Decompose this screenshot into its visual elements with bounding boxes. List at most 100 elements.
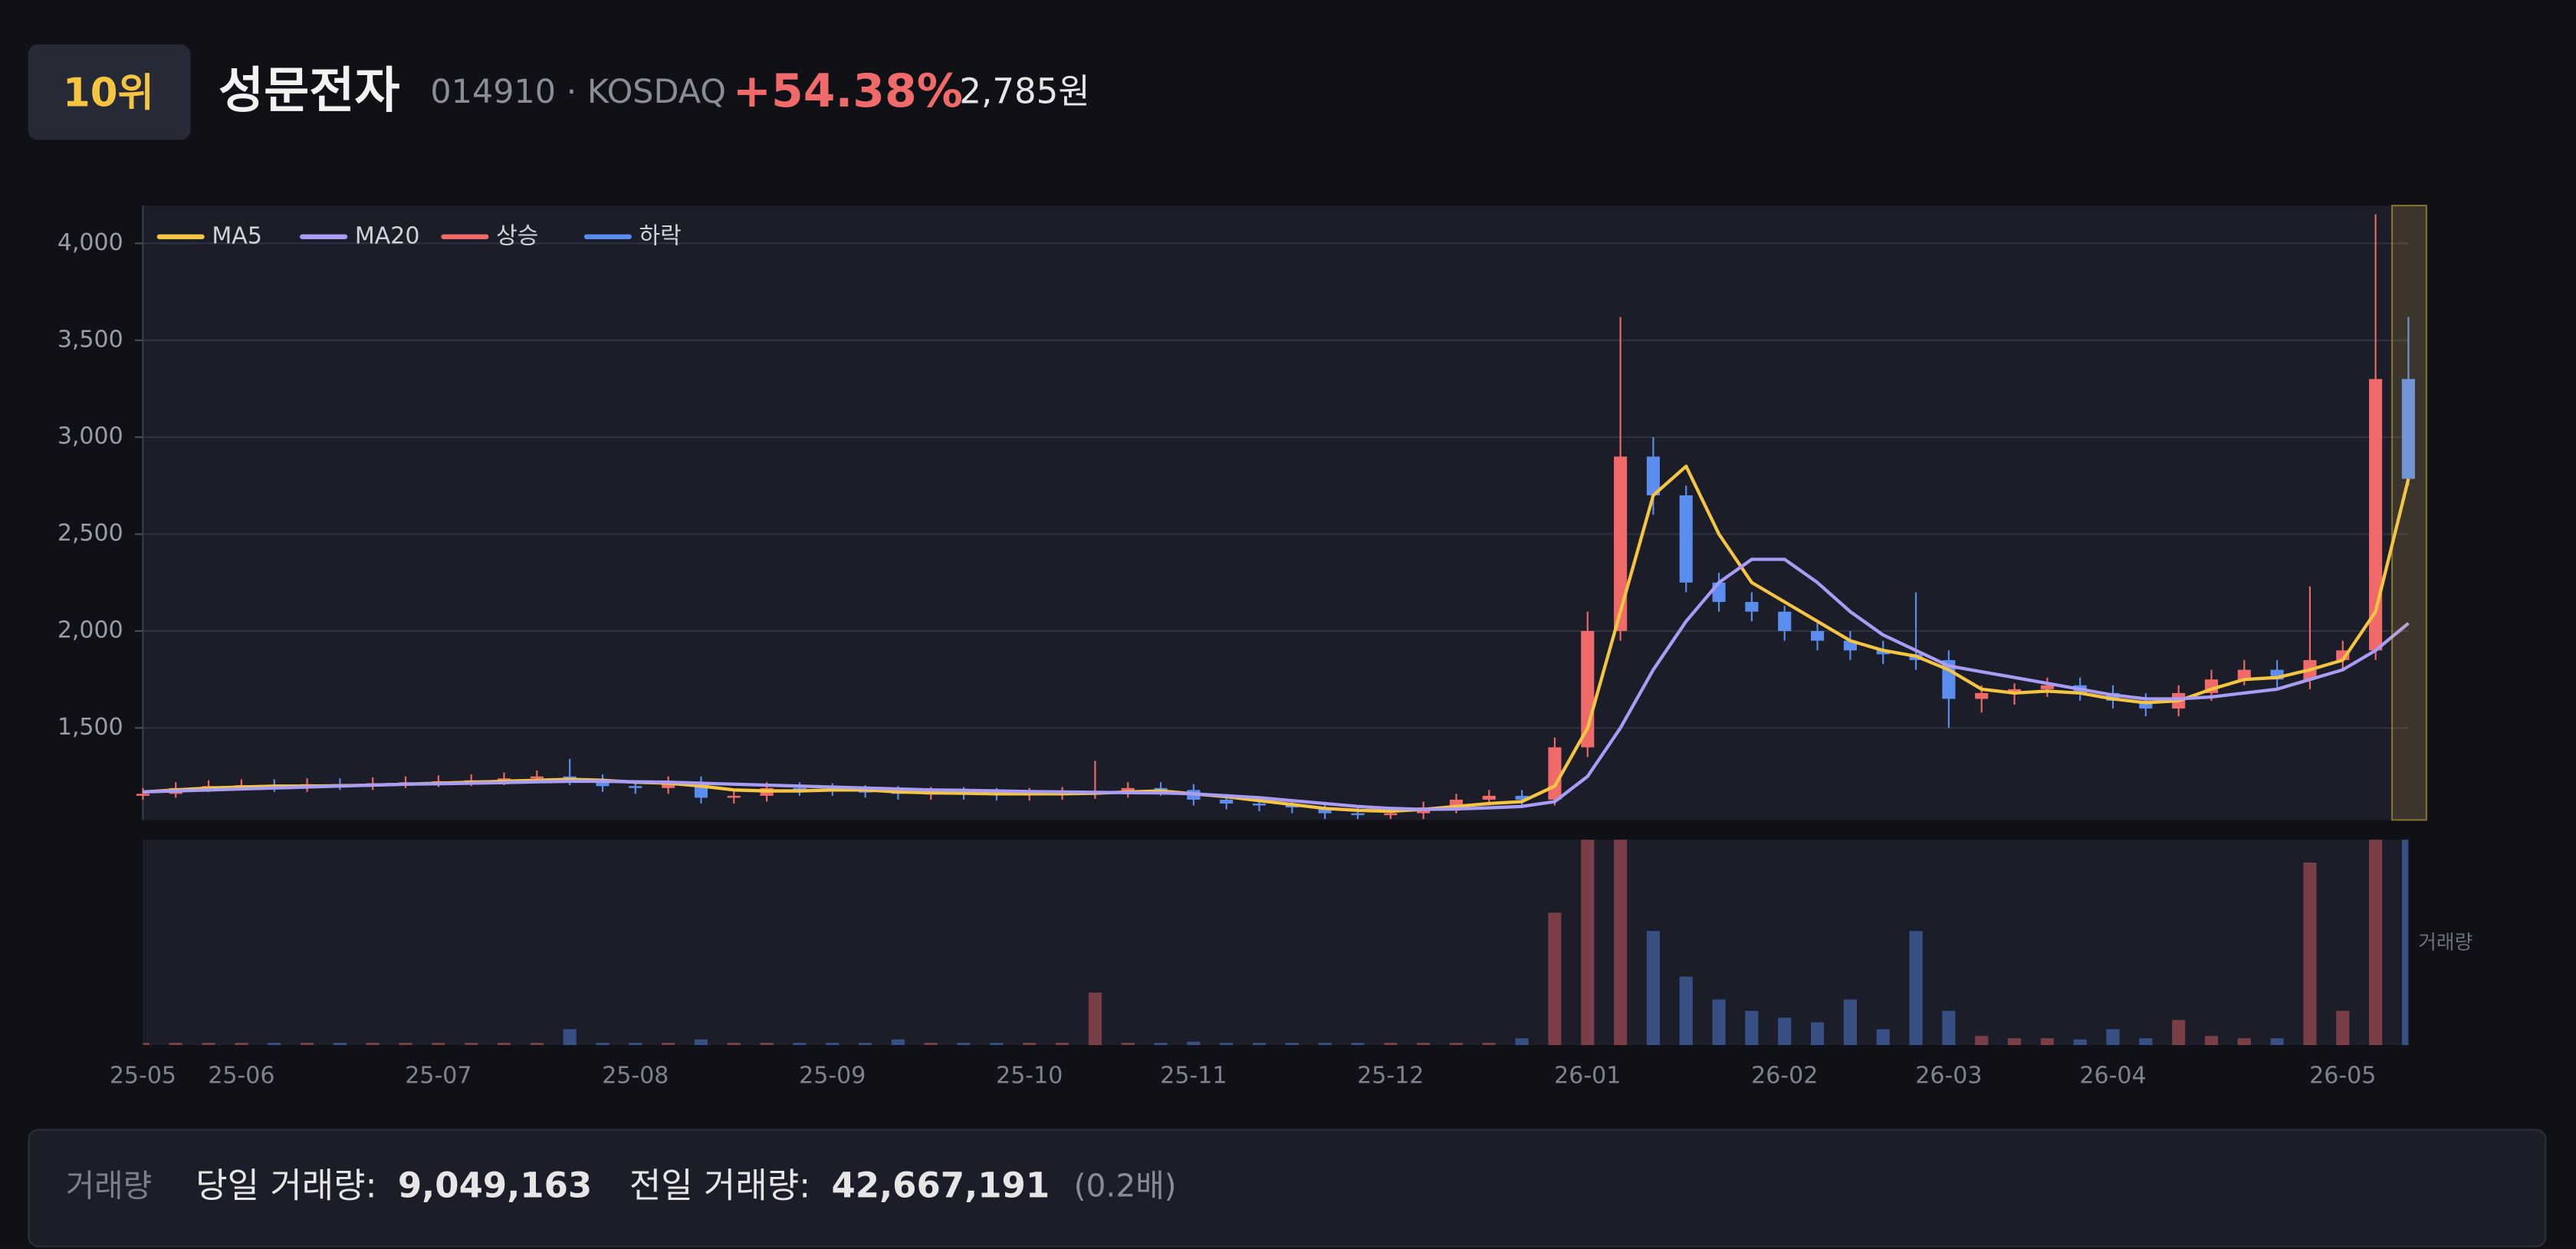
x-tick-label: 25-07 — [405, 1062, 472, 1089]
candle-body — [1810, 631, 1825, 641]
volume-bar — [563, 1029, 577, 1046]
volume-bar — [1351, 1043, 1365, 1046]
volume-bar — [399, 1043, 412, 1046]
candle-body — [1975, 692, 1989, 699]
volume-bar — [2204, 1036, 2219, 1046]
candle-body — [2237, 669, 2251, 680]
volume-bars — [143, 840, 2409, 1046]
candle-body — [2139, 701, 2153, 709]
candle-body — [2007, 689, 2022, 693]
volume-bar — [891, 1039, 905, 1046]
volume-bar — [1810, 1022, 1825, 1046]
volume-bar — [662, 1043, 675, 1046]
volume-bar — [530, 1043, 544, 1046]
candle-body — [1876, 650, 1890, 655]
volume-bar — [1876, 1029, 1890, 1046]
x-tick-label: 25-06 — [208, 1062, 274, 1089]
volume-bar — [333, 1043, 347, 1046]
volume-bar — [1449, 1043, 1464, 1046]
volume-bar — [1384, 1043, 1398, 1046]
legend-label: MA5 — [212, 222, 262, 249]
prev-label: 전일 거래량: — [629, 1165, 810, 1206]
candle-body — [596, 780, 610, 787]
x-tick-label: 26-05 — [2309, 1062, 2376, 1089]
x-tick-label: 25-05 — [110, 1062, 176, 1089]
volume-bar — [300, 1043, 314, 1046]
volume-bar — [1745, 1011, 1759, 1046]
candle-body — [1614, 456, 1628, 632]
volume-bar — [1975, 1036, 1989, 1046]
x-tick-label: 26-01 — [1554, 1062, 1621, 1089]
ma-line — [143, 557, 2410, 811]
volume-bar — [432, 1043, 445, 1046]
volume-bar — [859, 1043, 872, 1046]
volume-bar — [1942, 1011, 1956, 1046]
legend-label: 상승 — [496, 222, 538, 249]
legend: MA5 MA20 상승 하락 — [156, 222, 682, 249]
footer-text: 거래량 당일 거래량: 9,049,163 전일 거래량: 42,667,191… — [66, 1165, 1177, 1206]
volume-bar — [1679, 976, 1693, 1046]
x-tick-label: 25-09 — [799, 1062, 866, 1089]
y-tick-label: 3,500 — [58, 326, 123, 353]
x-tick-label: 25-11 — [1160, 1062, 1227, 1089]
volume-bar — [760, 1043, 774, 1046]
y-tick-label: 2,000 — [58, 617, 123, 644]
candle-body — [2401, 379, 2415, 479]
volume-bar — [1318, 1043, 1332, 1046]
volume-bar — [990, 1043, 1004, 1046]
volume-bar — [202, 1043, 215, 1046]
x-tick-label: 25-12 — [1357, 1062, 1424, 1089]
volume-bar — [957, 1043, 971, 1046]
volume-bar — [1482, 1043, 1496, 1046]
volume-bar — [694, 1039, 708, 1046]
stock-name: 성문전자 — [219, 62, 400, 120]
candle-body — [1318, 807, 1332, 813]
x-tick-label: 26-02 — [1751, 1062, 1818, 1089]
volume-bar — [143, 1043, 150, 1046]
volume-bar — [366, 1043, 380, 1046]
candle-body — [727, 795, 741, 798]
candle-body — [1778, 611, 1792, 632]
x-tick-label: 26-03 — [1915, 1062, 1982, 1089]
volume-bar — [727, 1043, 741, 1046]
volume-bar — [1614, 840, 1628, 1046]
plot: 1,500 2,000 2,500 3,000 3,500 4,000 25-05 25-06… — [58, 214, 2472, 1089]
candle-body — [2040, 685, 2054, 689]
candle-body — [1482, 795, 1496, 800]
volume-bar — [497, 1043, 511, 1046]
volume-panel — [143, 840, 2409, 1046]
candle-body — [497, 778, 511, 781]
volume-bar — [465, 1043, 478, 1046]
change: +54.38% — [733, 64, 963, 118]
volume-bar — [1778, 1017, 1792, 1046]
volume-bar — [1187, 1041, 1201, 1046]
volume-bar — [2369, 840, 2383, 1046]
volume-bar — [1252, 1043, 1267, 1046]
volume-bar — [2007, 1038, 2022, 1046]
volume-label: 거래량 — [2418, 932, 2472, 955]
stock-code: 014910 · KOSDAQ — [430, 73, 726, 111]
candle-body — [1220, 799, 1234, 804]
prev-value: 42,667,191 — [831, 1165, 1050, 1206]
volume-bar — [2172, 1020, 2186, 1046]
volume-bar — [2303, 862, 2317, 1046]
candle-body — [530, 776, 544, 779]
candle-body — [1646, 456, 1660, 496]
volume-bar — [1712, 999, 1726, 1046]
volume-bar — [2139, 1038, 2153, 1046]
price: 2,785원 — [959, 71, 1089, 111]
candle-body — [859, 790, 872, 793]
volume-bar — [169, 1043, 182, 1046]
candle-body — [1384, 813, 1398, 816]
today-label: 당일 거래량: — [196, 1165, 376, 1206]
candle-body — [793, 787, 807, 790]
volume-bar — [596, 1043, 610, 1046]
candle-body — [1285, 805, 1299, 808]
volume-bar — [2401, 840, 2409, 1046]
legend-label: 하락 — [639, 222, 682, 249]
x-tick-label: 25-10 — [996, 1062, 1063, 1089]
volume-bar — [1154, 1043, 1168, 1046]
candle-body — [662, 782, 675, 788]
